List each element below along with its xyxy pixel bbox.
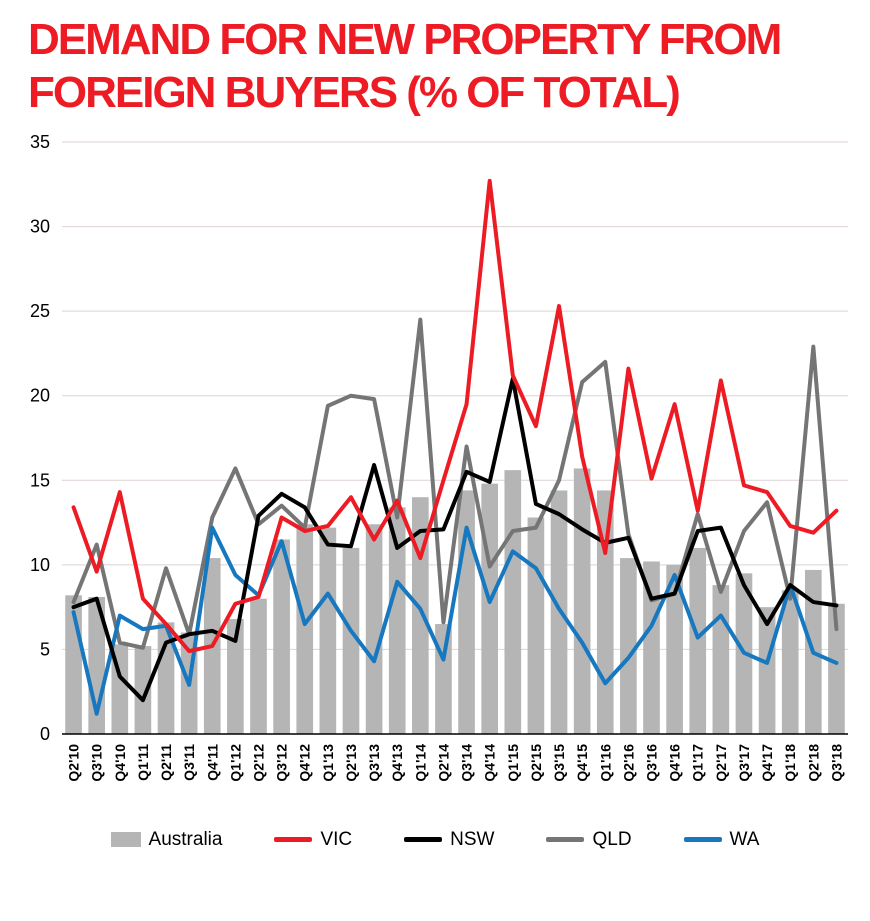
legend-swatch-australia (110, 832, 141, 848)
y-tick-label: 15 (30, 470, 50, 490)
bar-australia (573, 468, 591, 734)
legend-item-vic: VIC (274, 829, 352, 851)
x-tick-label: Q2'17 (713, 743, 729, 781)
bar-australia (689, 547, 707, 734)
bar-australia (435, 623, 452, 734)
x-tick-label: Q2'13 (343, 743, 359, 781)
x-tick-label: Q3'16 (644, 743, 660, 781)
legend-item-wa: WA (683, 828, 760, 851)
x-tick-label: Q4'16 (667, 743, 683, 781)
y-tick-label: 10 (30, 554, 50, 574)
x-tick-label: Q2'16 (620, 743, 636, 781)
x-tick-label: Q1'18 (782, 743, 798, 781)
legend-label-nsw: NSW (450, 828, 495, 850)
x-tick-label: Q1'11 (135, 743, 151, 780)
y-tick-label: 0 (40, 724, 50, 744)
x-tick-label: Q2'11 (158, 743, 174, 780)
x-tick-label: Q3'10 (89, 743, 105, 781)
line-vic (71, 178, 839, 653)
legend-item-nsw: NSW (404, 829, 494, 851)
x-tick-label: Q1'13 (320, 743, 336, 781)
x-tick-label: Q3'13 (366, 743, 382, 781)
x-tick-label: Q1'17 (690, 743, 706, 781)
bar-australia (296, 523, 314, 734)
chart-area: 0 5 10 15 20 25 30 35 Q2'10 Q3'10 Q4'10 Q1'11 Q2'11 Q… (0, 124, 870, 829)
line-wa (71, 525, 839, 716)
bar-australia (481, 483, 498, 734)
bar-australia (388, 506, 406, 734)
line-qld (71, 317, 839, 650)
bar-australia (227, 618, 244, 734)
x-tick-label: Q1'14 (412, 743, 428, 781)
x-tick-label: Q2'18 (805, 743, 821, 781)
x-tick-label: Q3'17 (736, 743, 752, 781)
x-tick-label: Q1'12 (227, 743, 243, 781)
combo-chart: 0 5 10 15 20 25 30 35 Q2'10 Q3'10 Q4'10 Q1'11 Q2'11 Q… (30, 132, 848, 781)
bar-australia (643, 561, 660, 734)
x-tick-label: Q2'12 (251, 743, 267, 781)
x-tick-label: Q2'10 (66, 743, 82, 781)
x-tick-label: Q4'11 (204, 743, 220, 780)
x-tick-label: Q1'15 (505, 743, 521, 781)
legend-swatch-qld (546, 837, 585, 843)
x-tick-label: Q4'10 (112, 743, 128, 781)
x-tick-label: Q4'13 (389, 743, 405, 781)
bar-australia (412, 496, 429, 734)
line-nsw (71, 376, 839, 702)
bar-australia (758, 606, 776, 734)
x-tick-label: Q3'12 (274, 743, 290, 781)
legend-label-australia: Australia (148, 828, 223, 850)
x-tick-label: Q3'15 (551, 743, 567, 781)
y-tick-label: 20 (30, 385, 50, 405)
x-tick-label: Q3'11 (181, 743, 197, 780)
chart-header: DEMAND FOR NEW PROPERTY FROM FOREIGN BUY… (0, 0, 870, 124)
x-tick-label: Q2'15 (528, 743, 544, 781)
bar-australia (134, 645, 152, 734)
bar-australia (273, 539, 290, 734)
y-tick-label: 25 (30, 301, 50, 321)
legend-label-wa: WA (729, 828, 760, 850)
y-tick-label: 5 (40, 639, 50, 659)
legend-item-qld: QLD (546, 828, 632, 851)
legend-swatch-vic (274, 837, 313, 843)
x-tick-label: Q2'14 (435, 743, 451, 781)
chart-legend: Australia VIC NSW QLD WA (0, 829, 870, 851)
bar-australia (781, 589, 799, 734)
bar-australia (342, 547, 360, 734)
x-tick-label: Q4'15 (574, 743, 590, 781)
legend-item-australia: Australia (110, 828, 223, 851)
x-tick-label: Q4'12 (297, 743, 313, 781)
bar-australia (250, 598, 267, 734)
y-tick-label: 30 (30, 216, 50, 236)
bar-australia (712, 584, 730, 734)
legend-swatch-nsw (404, 837, 443, 843)
x-tick-label: Q3'14 (459, 743, 475, 781)
y-tick-label: 35 (30, 132, 50, 152)
legend-swatch-wa (683, 837, 722, 843)
x-tick-label: Q4'14 (482, 743, 498, 781)
chart-title: DEMAND FOR NEW PROPERTY FROM FOREIGN BUY… (28, 14, 850, 120)
bar-australia (319, 527, 337, 734)
bar-australia (504, 469, 522, 734)
x-tick-label: Q1'16 (597, 743, 613, 781)
x-tick-label: Q4'17 (759, 743, 775, 781)
chart-title-line2: FOREIGN BUYERS (% OF TOTAL) (28, 67, 681, 117)
legend-label-qld: QLD (592, 828, 632, 850)
bar-australia (527, 517, 545, 734)
x-tick-label: Q3'18 (828, 743, 844, 781)
bar-australia (365, 523, 383, 734)
bar-australia (620, 557, 637, 734)
chart-title-line1: DEMAND FOR NEW PROPERTY FROM (28, 15, 782, 64)
legend-label-vic: VIC (320, 828, 353, 850)
bar-australia (666, 564, 683, 734)
bar-australia (828, 603, 845, 734)
